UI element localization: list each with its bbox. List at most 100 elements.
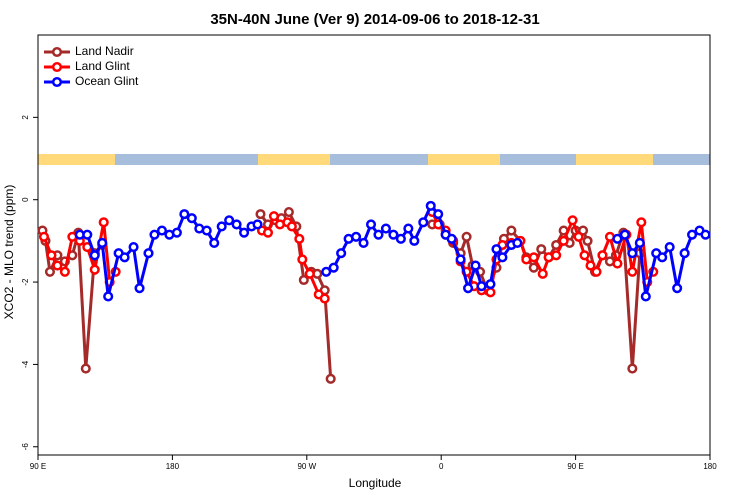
point xyxy=(485,279,496,290)
x-axis-label: Longitude xyxy=(349,476,402,490)
x-tick-label: 90 E xyxy=(567,462,583,471)
point xyxy=(537,268,548,279)
point xyxy=(97,237,108,248)
point xyxy=(558,235,569,246)
point xyxy=(528,262,539,273)
point xyxy=(612,233,623,244)
point xyxy=(591,266,602,277)
y-tick-label: -6 xyxy=(21,443,30,451)
point xyxy=(491,244,502,255)
point xyxy=(657,252,668,263)
point xyxy=(640,291,651,302)
point xyxy=(149,229,160,240)
y-tick-label: 2 xyxy=(21,115,30,120)
point xyxy=(664,242,675,253)
point xyxy=(528,252,539,263)
point xyxy=(418,217,429,228)
point xyxy=(536,244,547,255)
point xyxy=(38,231,50,242)
point xyxy=(283,207,294,218)
point xyxy=(506,225,517,236)
point xyxy=(403,223,414,234)
point xyxy=(627,266,638,277)
point xyxy=(252,219,263,230)
point xyxy=(351,231,362,242)
point xyxy=(298,274,309,286)
point xyxy=(304,268,315,279)
point xyxy=(672,283,683,294)
x-tick-label: 90 E xyxy=(30,462,46,471)
y-tick-label: -2 xyxy=(21,278,30,286)
point xyxy=(262,227,274,238)
point xyxy=(319,293,330,304)
point xyxy=(409,235,420,246)
x-tick-label: 180 xyxy=(166,462,180,471)
point xyxy=(128,242,139,253)
point xyxy=(679,248,690,259)
point xyxy=(395,233,406,244)
point xyxy=(634,237,645,248)
series-line xyxy=(41,209,642,379)
point xyxy=(612,258,623,269)
point xyxy=(171,227,182,238)
point xyxy=(336,248,347,259)
point xyxy=(455,254,466,265)
legend-marker xyxy=(51,76,63,88)
point xyxy=(463,283,474,294)
point xyxy=(597,250,608,261)
x-tick-label: 180 xyxy=(703,462,717,471)
point xyxy=(89,250,100,261)
point xyxy=(156,225,167,236)
point xyxy=(231,219,242,230)
series-line xyxy=(79,203,707,297)
point xyxy=(627,248,638,259)
point xyxy=(446,233,457,244)
point xyxy=(579,250,590,261)
point xyxy=(461,231,472,242)
point xyxy=(46,250,57,261)
point xyxy=(209,237,220,248)
legend-marker xyxy=(51,61,63,73)
point xyxy=(224,215,235,226)
x-tick-label: 0 xyxy=(439,462,444,471)
point xyxy=(179,209,190,220)
y-tick-label: 0 xyxy=(21,197,30,202)
point xyxy=(201,225,212,236)
map-strip xyxy=(38,154,710,165)
point xyxy=(497,252,508,263)
point xyxy=(44,266,55,277)
point xyxy=(585,260,596,271)
y-axis-label: XCO2 - MLO trend (ppm) xyxy=(2,185,16,320)
point xyxy=(143,248,154,259)
point xyxy=(59,266,70,277)
legend-label: Land Glint xyxy=(75,59,130,73)
legend-marker xyxy=(51,46,63,58)
point xyxy=(373,229,384,240)
point xyxy=(573,231,584,242)
point xyxy=(239,227,250,238)
point xyxy=(268,211,279,222)
y-tick-label: -4 xyxy=(21,360,30,368)
point xyxy=(425,200,436,211)
point xyxy=(89,264,100,275)
point xyxy=(636,217,647,228)
point xyxy=(186,213,197,224)
chart-title: 35N-40N June (Ver 9) 2014-09-06 to 2018-… xyxy=(210,11,539,28)
point xyxy=(80,363,91,374)
plot-frame xyxy=(37,34,711,456)
point xyxy=(551,250,562,261)
point xyxy=(380,223,391,234)
point xyxy=(582,235,593,246)
point xyxy=(433,209,444,220)
point xyxy=(476,281,487,292)
x-tick-label: 90 W xyxy=(297,462,316,471)
point xyxy=(388,229,399,240)
point xyxy=(103,291,114,302)
point xyxy=(325,373,336,384)
point xyxy=(328,262,339,273)
point xyxy=(98,217,109,228)
point xyxy=(470,260,481,271)
point xyxy=(119,252,130,263)
